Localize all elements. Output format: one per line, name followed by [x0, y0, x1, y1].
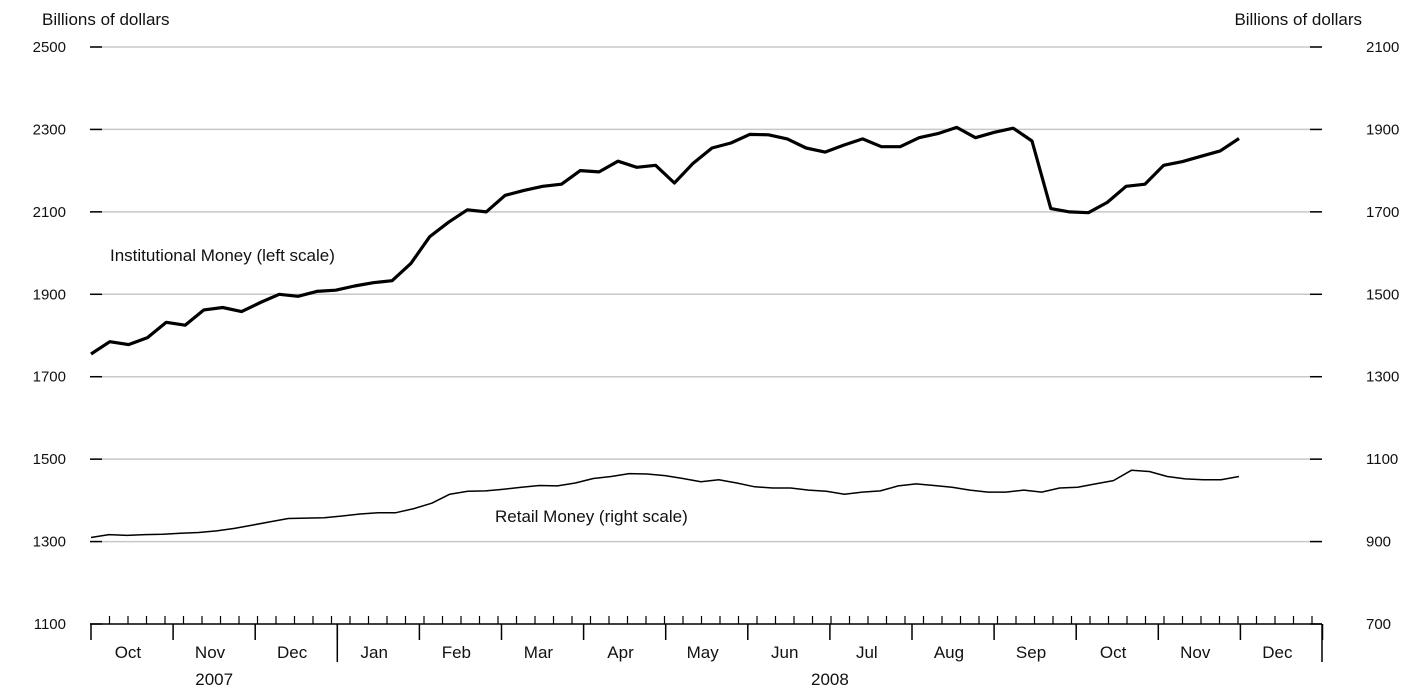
left-tick-label: 2300 — [33, 121, 66, 138]
month-label: Jul — [856, 643, 878, 662]
retail-money-line — [90, 469, 1240, 539]
x-axis: Oct Nov Dec Jan Feb Mar Apr May Jun Jul Aug Sep Oct N… — [90, 616, 1324, 689]
institutional-money-label: Institutional Money (left scale) — [110, 246, 335, 265]
right-axis-title: Billions of dollars — [1234, 10, 1362, 29]
right-tick-label: 1300 — [1366, 369, 1399, 386]
month-label: May — [687, 643, 720, 662]
left-tick-label: 1100 — [34, 616, 66, 633]
year-label: 2008 — [811, 670, 849, 689]
right-axis: 2100 1900 1700 1500 1300 1100 900 700 — [1310, 39, 1399, 633]
month-label: Dec — [277, 643, 308, 662]
month-label: Oct — [1100, 643, 1127, 662]
month-label: Jun — [771, 643, 798, 662]
month-label: Oct — [115, 643, 142, 662]
month-label: Apr — [607, 643, 634, 662]
month-label: Aug — [934, 643, 964, 662]
month-label: Sep — [1016, 643, 1046, 662]
series-layer — [90, 125, 1240, 539]
month-label: Jan — [361, 643, 388, 662]
month-label: Mar — [524, 643, 554, 662]
left-tick-label: 1300 — [33, 534, 66, 551]
year-label: 2007 — [195, 670, 233, 689]
right-tick-label: 900 — [1366, 534, 1391, 551]
right-tick-label: 2100 — [1366, 39, 1399, 56]
month-label: Feb — [442, 643, 471, 662]
left-tick-label: 2500 — [33, 39, 66, 56]
institutional-money-line — [90, 125, 1240, 356]
month-label: Nov — [195, 643, 226, 662]
left-axis: 2500 2300 2100 1900 1700 1500 1300 1100 — [33, 39, 102, 633]
retail-money-label: Retail Money (right scale) — [495, 507, 688, 526]
left-tick-label: 1900 — [33, 286, 66, 303]
right-tick-label: 1900 — [1366, 121, 1399, 138]
left-tick-label: 1500 — [33, 451, 66, 468]
right-tick-label: 700 — [1366, 616, 1391, 633]
right-tick-label: 1100 — [1366, 451, 1398, 468]
left-axis-title: Billions of dollars — [42, 10, 170, 29]
left-tick-label: 2100 — [33, 204, 66, 221]
month-label: Dec — [1262, 643, 1293, 662]
month-label: Nov — [1180, 643, 1211, 662]
left-tick-label: 1700 — [33, 369, 66, 386]
right-tick-label: 1700 — [1366, 204, 1399, 221]
gridlines — [90, 46, 1322, 543]
right-tick-label: 1500 — [1366, 286, 1399, 303]
